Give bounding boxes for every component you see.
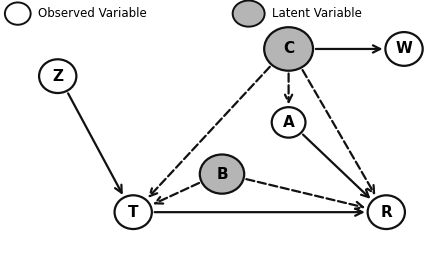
Text: C: C [283, 41, 294, 57]
Text: R: R [381, 205, 392, 220]
Text: T: T [128, 205, 139, 220]
Text: Observed Variable: Observed Variable [38, 7, 147, 20]
Text: Z: Z [52, 69, 63, 84]
Text: W: W [396, 41, 412, 57]
FancyArrowPatch shape [150, 67, 270, 196]
Ellipse shape [385, 32, 423, 66]
FancyArrowPatch shape [246, 179, 363, 209]
FancyArrowPatch shape [68, 93, 122, 193]
Ellipse shape [5, 2, 31, 25]
FancyArrowPatch shape [155, 209, 362, 216]
Text: B: B [216, 166, 228, 182]
FancyArrowPatch shape [285, 73, 292, 102]
Ellipse shape [39, 59, 76, 93]
Ellipse shape [272, 107, 305, 138]
FancyArrowPatch shape [302, 70, 374, 193]
Ellipse shape [368, 195, 405, 229]
FancyArrowPatch shape [303, 135, 369, 197]
Text: Latent Variable: Latent Variable [272, 7, 361, 20]
Ellipse shape [264, 27, 313, 71]
Ellipse shape [115, 195, 152, 229]
Ellipse shape [200, 154, 244, 194]
FancyArrowPatch shape [155, 183, 199, 203]
Ellipse shape [233, 1, 265, 27]
FancyArrowPatch shape [316, 45, 380, 52]
Text: A: A [283, 115, 294, 130]
